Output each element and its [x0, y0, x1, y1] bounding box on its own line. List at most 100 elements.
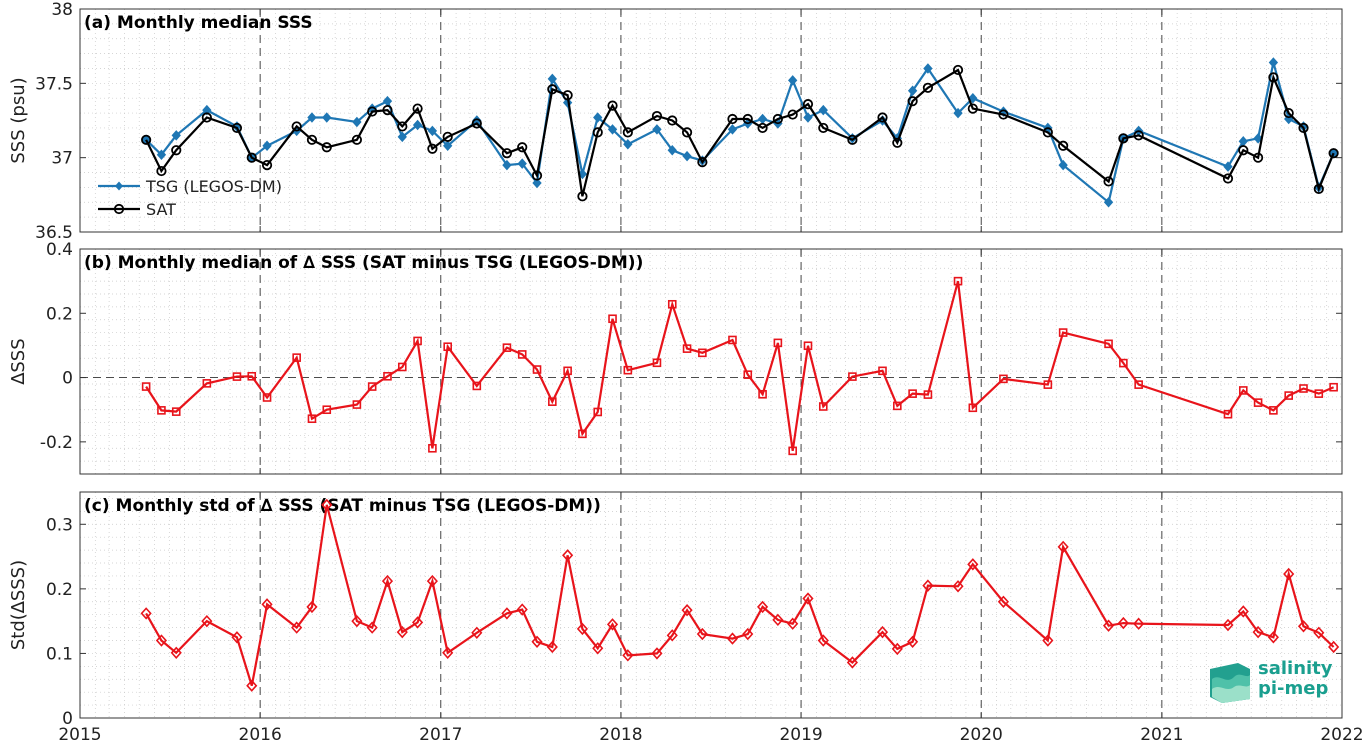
data-point: [171, 145, 182, 156]
data-point: [1133, 130, 1144, 141]
data-point: [231, 631, 243, 644]
data-point: [291, 621, 303, 634]
data-point: [412, 616, 424, 629]
data-point: [576, 622, 589, 636]
data-point: [471, 626, 483, 639]
data-point: [848, 372, 857, 381]
y-tick-label: 37: [51, 149, 73, 169]
data-point: [667, 115, 678, 126]
data-point: [1222, 618, 1234, 632]
data-point: [818, 122, 829, 134]
data-point: [246, 679, 258, 692]
x-tick-label: 2021: [1140, 725, 1183, 745]
y-tick-label: 0.2: [46, 304, 73, 324]
data-point: [367, 382, 377, 391]
data-point: [577, 191, 588, 202]
data-point: [907, 635, 919, 649]
data-point: [1057, 540, 1069, 554]
panel-title: (c) Monthly std of ∆ SSS (SAT minus TSG …: [84, 496, 601, 516]
data-point: [1118, 133, 1129, 144]
series-line: [145, 68, 1335, 197]
data-point: [1313, 626, 1325, 639]
data-point: [307, 112, 317, 123]
data-point: [923, 390, 933, 399]
data-point: [698, 348, 707, 358]
y-tick-label: 37.5: [35, 74, 73, 94]
data-point: [608, 314, 617, 324]
data-point: [682, 150, 692, 162]
data-point: [667, 144, 677, 156]
data-point: [743, 370, 753, 379]
panel-c: 0 0.1 0.2 0.3 2015 2016 2017 2018 2019 2020 2021 20…: [8, 491, 1364, 745]
data-point: [622, 649, 634, 662]
data-point: [818, 104, 828, 116]
data-point: [847, 134, 858, 145]
data-point: [261, 598, 273, 611]
data-point: [593, 112, 603, 123]
data-point: [802, 592, 814, 605]
axes-box: [79, 8, 1343, 233]
data-point: [967, 103, 978, 114]
y-tick-label: 36.5: [35, 223, 73, 243]
data-point: [802, 99, 814, 110]
panel-b: -0.2 0 0.2 0.4 ∆SSS (b) Monthly median of ∆ S…: [8, 240, 1343, 475]
data-point: [592, 642, 604, 655]
data-point: [246, 152, 257, 163]
y-tick-label: 0.4: [46, 240, 73, 260]
y-tick-label: 38: [51, 0, 73, 20]
y-tick-label: 0.1: [46, 644, 73, 664]
data-point: [1299, 384, 1308, 393]
data-point: [997, 595, 1010, 608]
series-panel-b-line: [141, 276, 1338, 456]
legend: TSG (LEGOS-DM) SAT: [98, 177, 282, 219]
data-point: [428, 443, 437, 453]
axes-box: [79, 248, 1343, 475]
data-point: [667, 299, 677, 309]
data-point: [817, 634, 829, 647]
data-point: [1313, 183, 1324, 194]
data-point: [696, 627, 708, 641]
y-axis-label: Std(∆SSS): [8, 560, 29, 650]
data-point: [1238, 386, 1248, 395]
data-point: [517, 142, 528, 153]
data-point: [1328, 148, 1339, 159]
data-point: [908, 389, 917, 398]
data-point: [516, 603, 528, 616]
data-point: [427, 125, 438, 137]
data-point: [877, 112, 888, 123]
data-point: [292, 353, 301, 362]
data-point: [351, 134, 362, 145]
y-tick-label: 0: [62, 369, 73, 389]
data-point: [517, 158, 527, 169]
data-point: [291, 121, 302, 132]
data-point: [682, 344, 692, 353]
data-point: [999, 374, 1008, 384]
legend-label: TSG (LEGOS-DM): [145, 177, 282, 196]
data-point: [322, 112, 332, 123]
data-point: [547, 84, 558, 95]
data-point: [893, 401, 902, 411]
data-point: [681, 127, 693, 138]
data-point: [1253, 133, 1263, 144]
x-tick-label: 2022: [1320, 725, 1363, 745]
data-point: [563, 366, 572, 376]
data-point: [1252, 152, 1264, 163]
data-point: [472, 381, 482, 391]
y-tick-label: 0.3: [46, 515, 73, 535]
data-point: [261, 160, 273, 171]
logo-line-2: pi-mep: [1258, 678, 1329, 699]
data-point: [742, 113, 753, 125]
data-point: [922, 82, 934, 93]
data-point: [412, 103, 423, 114]
wave-logo-icon: [1210, 663, 1250, 703]
data-point: [787, 617, 799, 630]
data-point: [727, 113, 738, 125]
data-point: [366, 621, 378, 634]
data-point: [666, 629, 678, 642]
data-point: [532, 365, 542, 374]
data-point: [876, 625, 889, 639]
data-point: [788, 446, 797, 456]
data-point: [351, 614, 363, 628]
data-point: [306, 134, 318, 145]
series-line: [145, 280, 1335, 452]
